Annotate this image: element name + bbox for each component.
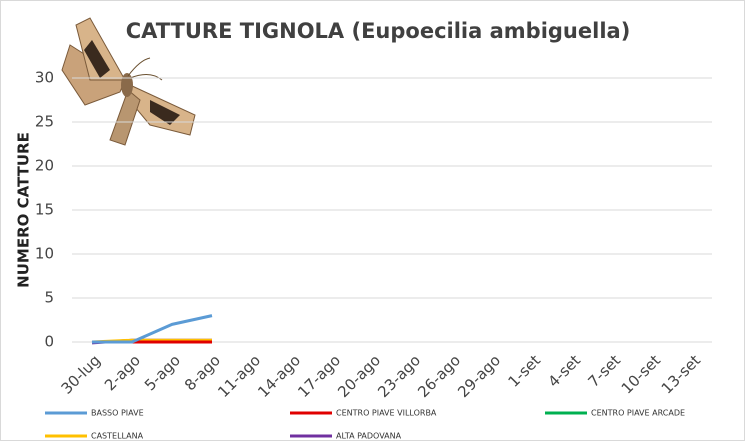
- y-tick-label: 25: [35, 113, 54, 131]
- legend-label: ALTA PADOVANA: [336, 432, 402, 441]
- y-tick-label: 20: [35, 157, 54, 175]
- legend-label: CENTRO PIAVE ARCADE: [591, 409, 685, 418]
- y-tick-label: 15: [35, 201, 54, 219]
- y-axis-label: NUMERO CATTURE: [15, 132, 33, 288]
- legend-label: CASTELLANA: [91, 432, 144, 441]
- y-tick-label: 10: [35, 245, 54, 263]
- moth-illustration: [61, 17, 196, 146]
- y-tick-label: 30: [35, 69, 54, 87]
- y-tick-label: 0: [44, 333, 54, 351]
- series-line: [92, 314, 213, 344]
- legend-label: BASSO PIAVE: [91, 409, 144, 418]
- y-tick-label: 5: [44, 289, 54, 307]
- legend-label: CENTRO PIAVE VILLORBA: [336, 409, 437, 418]
- chart-title: CATTURE TIGNOLA (Eupoecilia ambiguella): [126, 19, 631, 43]
